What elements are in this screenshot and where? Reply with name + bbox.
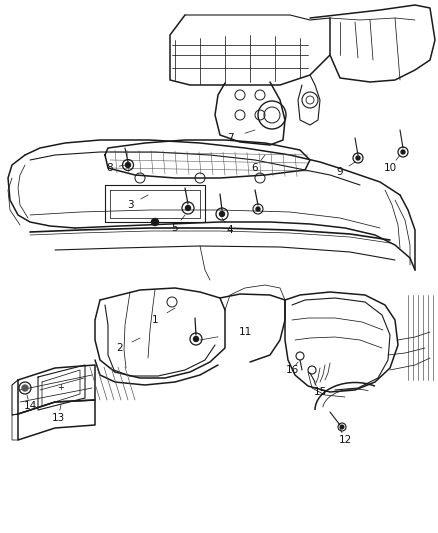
Circle shape [256, 207, 260, 211]
Text: 14: 14 [23, 401, 37, 411]
Text: 1: 1 [152, 315, 158, 325]
Text: 15: 15 [313, 387, 327, 397]
Text: 3: 3 [127, 200, 133, 210]
Text: 8: 8 [107, 163, 113, 173]
Text: 16: 16 [286, 365, 299, 375]
Text: 12: 12 [339, 435, 352, 445]
Text: +: + [57, 384, 64, 392]
Circle shape [152, 219, 159, 225]
Circle shape [219, 212, 225, 216]
Circle shape [401, 150, 405, 154]
Text: 4: 4 [227, 225, 233, 235]
Circle shape [186, 206, 191, 211]
Circle shape [340, 425, 344, 429]
Text: 2: 2 [117, 343, 124, 353]
Text: 9: 9 [337, 167, 343, 177]
Text: 5: 5 [172, 223, 178, 233]
Text: 11: 11 [238, 327, 251, 337]
Circle shape [356, 156, 360, 160]
Text: 10: 10 [383, 163, 396, 173]
Text: 7: 7 [227, 133, 233, 143]
Circle shape [194, 336, 198, 342]
Text: 13: 13 [51, 413, 65, 423]
Circle shape [22, 385, 28, 391]
Circle shape [126, 163, 131, 167]
Text: 6: 6 [252, 163, 258, 173]
